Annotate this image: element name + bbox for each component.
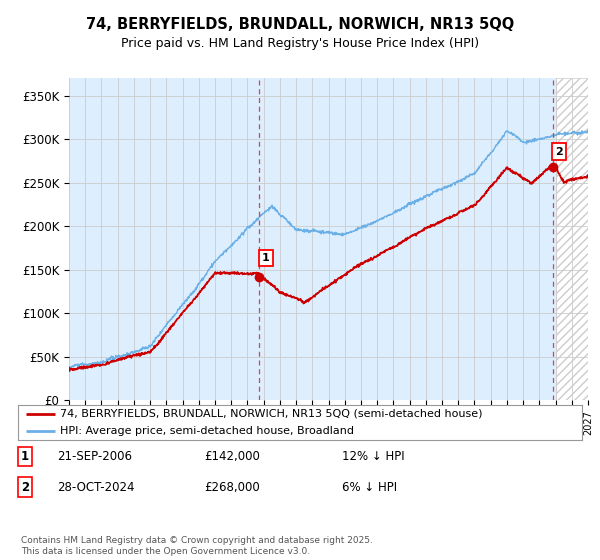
- Text: 21-SEP-2006: 21-SEP-2006: [57, 450, 132, 463]
- Text: 2: 2: [556, 147, 563, 156]
- Text: 28-OCT-2024: 28-OCT-2024: [57, 480, 134, 494]
- Bar: [556, 78, 588, 400]
- Text: £142,000: £142,000: [204, 450, 260, 463]
- Text: Contains HM Land Registry data © Crown copyright and database right 2025.
This d: Contains HM Land Registry data © Crown c…: [21, 536, 373, 556]
- Text: £268,000: £268,000: [204, 480, 260, 494]
- Text: 1: 1: [21, 450, 29, 463]
- Text: 74, BERRYFIELDS, BRUNDALL, NORWICH, NR13 5QQ (semi-detached house): 74, BERRYFIELDS, BRUNDALL, NORWICH, NR13…: [60, 409, 483, 418]
- Text: Price paid vs. HM Land Registry's House Price Index (HPI): Price paid vs. HM Land Registry's House …: [121, 38, 479, 50]
- Text: 1: 1: [262, 253, 269, 263]
- Text: 6% ↓ HPI: 6% ↓ HPI: [342, 480, 397, 494]
- Bar: [556, 78, 588, 400]
- Text: 74, BERRYFIELDS, BRUNDALL, NORWICH, NR13 5QQ: 74, BERRYFIELDS, BRUNDALL, NORWICH, NR13…: [86, 17, 514, 32]
- Text: 12% ↓ HPI: 12% ↓ HPI: [342, 450, 404, 463]
- Text: HPI: Average price, semi-detached house, Broadland: HPI: Average price, semi-detached house,…: [60, 426, 354, 436]
- Bar: [556, 78, 588, 400]
- Text: 2: 2: [21, 480, 29, 494]
